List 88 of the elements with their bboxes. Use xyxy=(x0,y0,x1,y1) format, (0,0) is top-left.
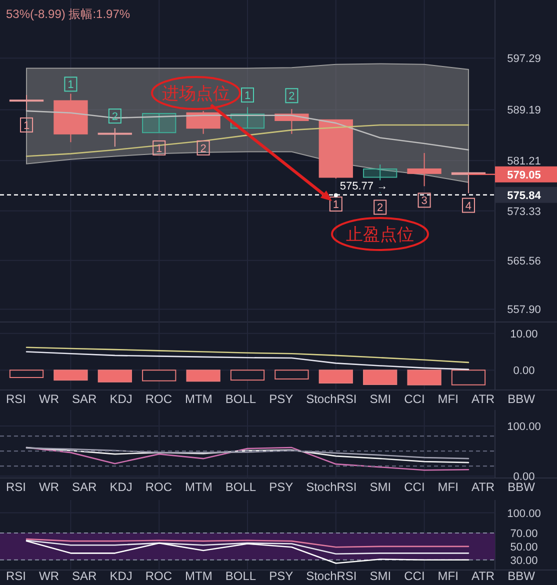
y-tick-label: 0.00 xyxy=(513,365,535,378)
line-series xyxy=(26,540,470,564)
text: KDJ xyxy=(110,392,132,406)
text: MTM xyxy=(185,392,212,406)
line-series xyxy=(26,110,470,150)
annotation: ATR xyxy=(471,569,495,583)
ref-line-label: 579.05 xyxy=(507,169,541,182)
annotation: ROC xyxy=(145,569,172,583)
text: CCI xyxy=(404,480,425,494)
annotation: 1 xyxy=(332,199,339,212)
point: 1 xyxy=(152,140,166,156)
text: SAR xyxy=(72,392,98,406)
annotation: 进场点位 xyxy=(162,84,230,103)
annotation: 1 xyxy=(23,120,30,132)
point: 1 xyxy=(64,76,78,92)
y-tick-label: 50.00 xyxy=(510,541,538,554)
annotation: StochRSI xyxy=(306,569,357,583)
annotation: 1 xyxy=(68,79,74,92)
y-tick-label: 30.00 xyxy=(510,554,538,567)
text: SMI xyxy=(370,480,392,494)
annotation: RSI xyxy=(6,569,26,583)
text: RSI xyxy=(6,480,26,494)
annotation: MTM xyxy=(185,569,212,583)
text: MFI xyxy=(438,392,458,406)
data-label: 575.77 → xyxy=(340,180,388,192)
text: WR xyxy=(39,480,60,494)
text: StochRSI xyxy=(306,392,357,406)
point: 1 xyxy=(329,196,342,212)
y-tick-label: 573.33 xyxy=(507,206,541,218)
annotation: 53%(-8.99) 振幅:1.97% xyxy=(6,7,130,21)
annotation: PSY xyxy=(269,569,294,583)
annotation: 4 xyxy=(465,200,472,212)
text: BOLL xyxy=(225,392,256,406)
point: 1 xyxy=(20,117,34,132)
point: 1 xyxy=(241,88,254,102)
y-tick-label: 557.90 xyxy=(507,304,541,316)
text: CCI xyxy=(404,392,425,406)
annotation: WR xyxy=(39,569,60,583)
text: PSY xyxy=(269,480,294,494)
text: StochRSI xyxy=(306,480,357,494)
annotation: 止盈点位 xyxy=(346,225,414,244)
line-series xyxy=(26,346,470,364)
text: SAR xyxy=(72,480,98,494)
text: ATR xyxy=(471,392,495,406)
text: MTM xyxy=(185,480,212,494)
text: BBW xyxy=(508,392,536,406)
line-series xyxy=(26,446,470,464)
text: ROC xyxy=(145,480,172,494)
annotation: CCI xyxy=(404,569,425,583)
y-tick-label: 597.29 xyxy=(507,53,541,66)
annotation: 3 xyxy=(421,195,428,208)
text: ATR xyxy=(471,480,495,494)
point: 2 xyxy=(196,140,210,156)
annotation: BOLL xyxy=(225,569,256,583)
y-tick-label: 581.21 xyxy=(507,156,541,168)
y-tick-label: 565.56 xyxy=(507,255,541,268)
text: KDJ xyxy=(110,480,132,494)
y-tick-label: 70.00 xyxy=(510,528,538,540)
text: BOLL xyxy=(225,480,256,494)
annotation: MFI xyxy=(438,569,458,583)
point: 2 xyxy=(374,200,387,215)
text: RSI xyxy=(6,392,26,406)
text: BBW xyxy=(508,569,536,583)
annotation: SMI xyxy=(370,569,392,583)
annotation: 1 xyxy=(244,90,251,102)
y-tick-label: 589.19 xyxy=(507,104,541,117)
y-tick-label: 10.00 xyxy=(510,328,538,340)
text: SMI xyxy=(370,392,392,406)
annotation: 1 xyxy=(156,142,162,155)
annotation: 2 xyxy=(200,142,206,155)
point: 4 xyxy=(462,198,475,213)
text: ROC xyxy=(145,392,172,406)
y-tick-label: 100.00 xyxy=(507,508,541,520)
y-tick-label: 100.00 xyxy=(507,421,541,434)
line-series xyxy=(26,540,470,554)
point: 3 xyxy=(418,192,431,208)
annotation: 2 xyxy=(377,202,384,214)
line-series xyxy=(26,447,470,460)
line-series xyxy=(26,538,470,548)
line-series xyxy=(26,351,470,370)
annotation: SAR xyxy=(72,569,98,583)
text: PSY xyxy=(269,392,294,406)
text: WR xyxy=(39,392,60,406)
annotation: KDJ xyxy=(110,569,132,583)
point: 2 xyxy=(285,88,298,104)
ref-line-label: 575.84 xyxy=(507,190,542,202)
text: MFI xyxy=(438,480,458,494)
annotation: 2 xyxy=(288,90,295,103)
